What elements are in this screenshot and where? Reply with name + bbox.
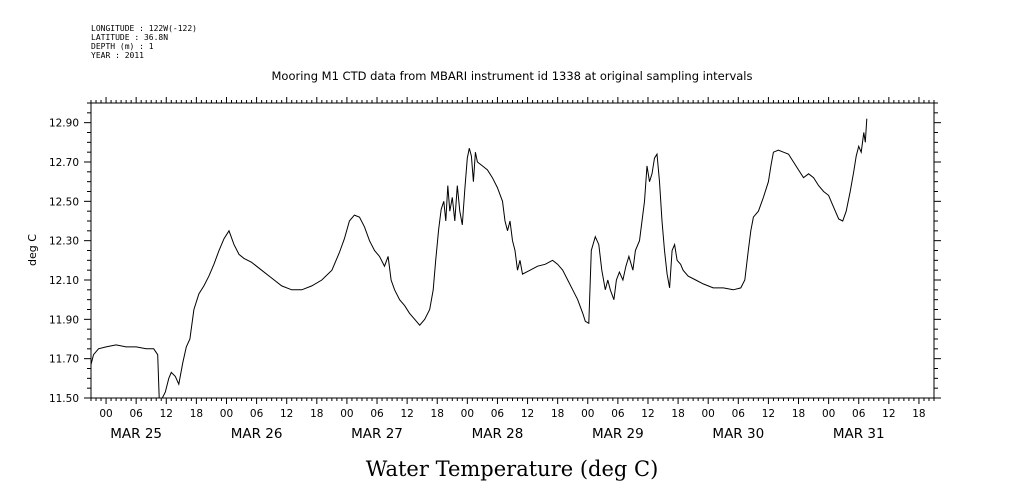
x-tick-label: 00 [702, 408, 715, 420]
meta-latitude: LATITUDE : 36.8N [91, 33, 168, 42]
meta-longitude: LONGITUDE : 122W(-122) [91, 24, 197, 33]
x-tick-label: 18 [310, 408, 323, 420]
x-tick-label: 12 [521, 408, 534, 420]
x-tick-label: 06 [491, 408, 505, 420]
water-temperature-line [90, 118, 868, 399]
metadata-block: LONGITUDE : 122W(-122) LATITUDE : 36.8N … [91, 24, 197, 60]
x-tick-label: 12 [400, 408, 413, 420]
x-day-label: MAR 29 [592, 426, 644, 442]
x-tick-label: 00 [220, 408, 233, 420]
x-tick-label: 18 [792, 408, 805, 420]
x-tick-label: 06 [611, 408, 625, 420]
y-tick-label: 12.50 [49, 196, 79, 208]
y-tick-label: 11.90 [49, 314, 79, 326]
x-day-label: MAR 28 [472, 426, 524, 442]
x-tick-label: 18 [912, 408, 925, 420]
x-day-label: MAR 26 [231, 426, 283, 442]
x-day-label: MAR 25 [110, 426, 162, 442]
x-tick-label: 00 [99, 408, 112, 420]
chart-title: Mooring M1 CTD data from MBARI instrumen… [272, 69, 753, 83]
x-tick-label: 12 [280, 408, 293, 420]
x-tick-label: 00 [581, 408, 594, 420]
x-tick-label: 06 [129, 408, 143, 420]
y-axis-label: deg C [26, 234, 39, 266]
x-day-label: MAR 30 [712, 426, 764, 442]
y-tick-label: 12.70 [49, 157, 79, 169]
x-tick-label: 12 [762, 408, 775, 420]
tick-marks [84, 97, 941, 404]
x-tick-label: 06 [852, 408, 866, 420]
x-tick-label: 12 [641, 408, 654, 420]
x-tick-label: 18 [190, 408, 203, 420]
x-day-label: MAR 31 [833, 426, 885, 442]
meta-depth: DEPTH (m) : 1 [91, 42, 154, 51]
x-tick-label: 00 [461, 408, 474, 420]
tick-labels: 11.50 11.70 11.90 12.10 12.30 12.50 12.70 12.90… [49, 118, 926, 442]
y-tick-label: 12.10 [49, 275, 79, 287]
meta-year: YEAR : 2011 [91, 51, 144, 60]
y-tick-label: 12.90 [49, 118, 79, 130]
x-tick-label: 06 [732, 408, 746, 420]
x-tick-label: 00 [340, 408, 353, 420]
x-tick-label: 12 [882, 408, 895, 420]
x-axis-label: Water Temperature (deg C) [366, 457, 659, 481]
x-tick-label: 18 [431, 408, 444, 420]
x-tick-label: 18 [551, 408, 564, 420]
y-tick-label: 11.50 [49, 393, 79, 405]
x-tick-label: 18 [671, 408, 684, 420]
x-tick-label: 06 [250, 408, 264, 420]
x-tick-label: 00 [822, 408, 835, 420]
x-tick-label: 06 [370, 408, 384, 420]
y-tick-label: 12.30 [49, 236, 79, 248]
x-tick-label: 12 [160, 408, 173, 420]
x-day-label: MAR 27 [351, 426, 403, 442]
plot-frame [90, 102, 935, 399]
y-tick-label: 11.70 [49, 354, 79, 366]
